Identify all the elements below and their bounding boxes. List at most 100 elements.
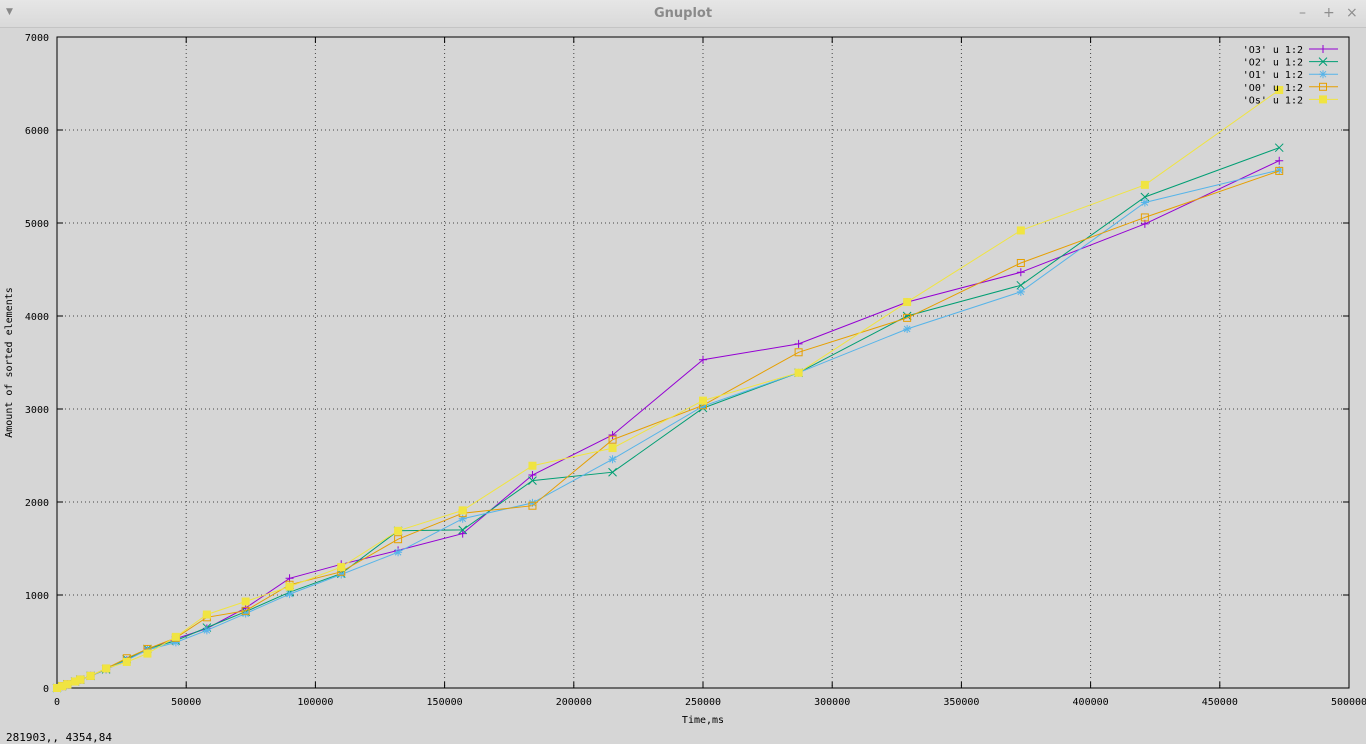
point-marker bbox=[202, 610, 211, 619]
series-line bbox=[56, 160, 1280, 689]
window-titlebar: ▼ Gnuplot – + × bbox=[0, 0, 1366, 28]
y-tick-label: 1000 bbox=[25, 591, 49, 602]
point-marker bbox=[608, 431, 617, 440]
point-marker bbox=[699, 402, 707, 411]
point-marker bbox=[1275, 156, 1284, 165]
point-marker bbox=[337, 570, 346, 579]
legend-label: 'Os' u 1:2 bbox=[1243, 95, 1303, 106]
point-marker bbox=[608, 467, 617, 477]
legend-label: 'O0' u 1:2 bbox=[1243, 83, 1303, 94]
point-marker bbox=[903, 325, 912, 334]
point-marker bbox=[608, 444, 617, 453]
point-marker bbox=[241, 606, 250, 615]
point-marker bbox=[102, 664, 111, 673]
grid bbox=[57, 37, 1349, 688]
series-layer bbox=[52, 86, 1284, 693]
point-marker bbox=[1016, 287, 1025, 296]
axis-ticks: 0 50000 100000 150000 200000 250000 300000 3500… bbox=[25, 33, 1366, 708]
point-marker bbox=[285, 582, 294, 591]
point-marker bbox=[528, 501, 537, 510]
point-marker bbox=[394, 548, 403, 557]
point-marker bbox=[86, 671, 95, 680]
maximize-button[interactable]: + bbox=[1323, 5, 1335, 21]
point-marker bbox=[699, 355, 707, 364]
point-marker bbox=[76, 675, 85, 684]
series-line bbox=[56, 147, 1280, 689]
point-marker bbox=[794, 368, 803, 377]
x-tick-label: 250000 bbox=[685, 697, 721, 708]
point-marker bbox=[1318, 57, 1328, 66]
point-marker bbox=[458, 514, 467, 523]
point-marker bbox=[1319, 95, 1327, 104]
point-marker bbox=[1140, 213, 1149, 222]
legend: 'O3' u 1:2 'O2' u 1:2'O1' u 1:2 'O0' u 1:2… bbox=[1243, 45, 1338, 106]
point-marker bbox=[1275, 166, 1284, 175]
point-marker bbox=[608, 455, 617, 464]
point-marker bbox=[241, 597, 250, 606]
point-marker bbox=[1274, 143, 1284, 153]
x-tick-label: 150000 bbox=[427, 697, 463, 708]
legend-label: 'O2' u 1:2 bbox=[1243, 58, 1303, 69]
y-tick-label: 5000 bbox=[25, 219, 49, 230]
x-axis-label: Time,ms bbox=[682, 715, 724, 726]
point-marker bbox=[458, 525, 468, 535]
y-tick-label: 2000 bbox=[25, 498, 49, 509]
x-tick-label: 400000 bbox=[1073, 697, 1109, 708]
point-marker bbox=[528, 476, 537, 485]
y-tick-label: 7000 bbox=[25, 33, 49, 44]
point-marker bbox=[528, 461, 537, 470]
point-marker bbox=[794, 339, 803, 348]
x-tick-label: 500000 bbox=[1331, 697, 1366, 708]
point-marker bbox=[699, 396, 707, 405]
point-marker bbox=[394, 535, 403, 544]
point-marker bbox=[1016, 258, 1025, 267]
point-marker bbox=[394, 526, 403, 535]
window-title: Gnuplot bbox=[653, 6, 713, 21]
point-marker bbox=[903, 298, 912, 307]
x-tick-label: 450000 bbox=[1202, 697, 1238, 708]
y-tick-label: 0 bbox=[43, 684, 49, 695]
close-button[interactable]: × bbox=[1346, 5, 1358, 21]
x-tick-label: 350000 bbox=[943, 697, 979, 708]
point-marker bbox=[458, 506, 467, 515]
point-marker bbox=[528, 498, 537, 507]
mouse-coordinate-readout: 281903,, 4354,84 bbox=[6, 731, 112, 744]
y-axis-label: Amount of sorted elements bbox=[4, 287, 15, 438]
legend-label: 'O1' u 1:2 bbox=[1243, 70, 1303, 81]
point-marker bbox=[143, 649, 152, 658]
point-marker bbox=[1016, 280, 1026, 290]
point-marker bbox=[1319, 82, 1327, 91]
legend-label: 'O3' u 1:2 bbox=[1243, 45, 1303, 56]
minimize-button[interactable]: – bbox=[1299, 5, 1306, 21]
point-marker bbox=[285, 590, 294, 599]
point-marker bbox=[1275, 165, 1284, 174]
y-tick-label: 3000 bbox=[25, 405, 49, 416]
y-tick-label: 6000 bbox=[25, 126, 49, 137]
point-marker bbox=[1140, 198, 1149, 207]
point-marker bbox=[171, 638, 180, 647]
point-marker bbox=[171, 632, 180, 641]
series-1 bbox=[52, 143, 1284, 693]
point-marker bbox=[63, 680, 72, 689]
y-tick-label: 4000 bbox=[25, 312, 49, 323]
point-marker bbox=[458, 529, 467, 538]
window-menu-icon[interactable]: ▼ bbox=[6, 7, 13, 17]
point-marker bbox=[903, 313, 912, 322]
x-tick-label: 100000 bbox=[297, 697, 333, 708]
point-marker bbox=[1275, 86, 1284, 95]
point-marker bbox=[1016, 268, 1025, 277]
point-marker bbox=[202, 626, 211, 635]
point-marker bbox=[122, 657, 131, 666]
point-marker bbox=[1140, 180, 1149, 189]
x-tick-label: 0 bbox=[54, 697, 60, 708]
point-marker bbox=[528, 471, 537, 480]
point-marker bbox=[1016, 226, 1025, 235]
series-3 bbox=[53, 166, 1284, 692]
point-marker bbox=[794, 348, 803, 357]
plot-canvas[interactable]: 0 50000 100000 150000 200000 250000 300000 3500… bbox=[0, 28, 1366, 728]
series-2 bbox=[53, 165, 1284, 692]
series-4 bbox=[53, 86, 1284, 692]
point-marker bbox=[608, 435, 617, 444]
x-tick-label: 50000 bbox=[171, 697, 201, 708]
point-marker bbox=[241, 609, 250, 618]
